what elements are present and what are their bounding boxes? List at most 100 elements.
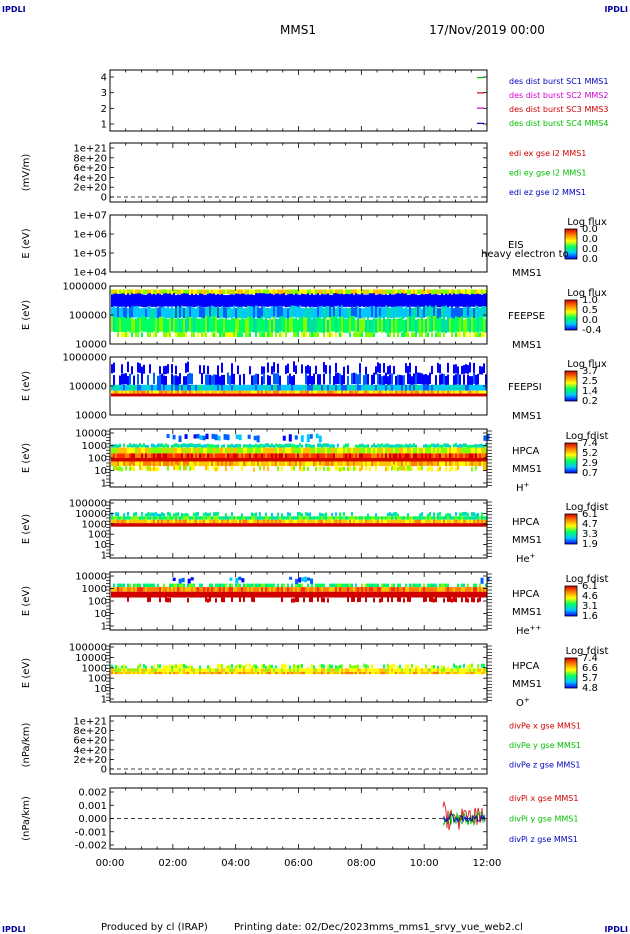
divpi-ytick-label: 0.000 [78,814,107,825]
edi-ytick-label: 2e+20 [73,183,107,194]
eis-ytick-label: 1e+05 [73,249,107,260]
feepse-spacecraft-label: MMS1 [512,340,542,351]
divpi-ytick-label: 0.001 [78,801,107,812]
panel-divpe-frame [109,715,488,775]
feepsi-cbar-title: Log flux [567,359,607,370]
divpi-ytick-label: -0.001 [75,827,107,838]
hpca_h-ytick-label: 100 [88,454,107,465]
hpca_hepp-colorbar [564,585,578,617]
panel-edi-ylabel: (mV/m) [21,154,32,192]
divpi-legend-entry: divPi y gse MMS1 [509,815,578,824]
edi-ytick-label: 0 [101,193,107,204]
divpe-ytick-label: 1e+21 [73,717,107,728]
divpi-series-0 [442,800,486,831]
eis-cbar-tick: 0.0 [582,224,598,235]
hpca_hepp-cbar-tick: 1.6 [582,611,598,622]
time-tick-label: 00:00 [96,858,125,869]
feepse-ytick-label: 1000000 [62,282,107,293]
panel-hpca_he-frame [109,499,488,559]
divpi-series-2 [442,813,486,825]
panels: 1 2 3 4 des dist burst SC1 MMS1 des dist burs… [21,69,609,852]
divpe-legend-entry: divPe z gse MMS1 [509,760,580,769]
eis-ytick-label: 1e+06 [73,230,107,241]
hpca_he-cbar-tick: 1.9 [582,539,598,550]
panel-hpca_he-ylabel: E (eV) [21,514,32,544]
hpca_hepp-spacecraft-label: MMS1 [512,607,542,618]
feepse-ytick-label: 10000 [75,340,107,351]
hpca_h-ytick-label: 10 [94,466,107,477]
hpca_h-spacecraft-label: MMS1 [512,464,542,475]
hpca_hepp-cbar-tick: 6.1 [582,581,598,592]
divpe-ytick-label: 4e+20 [73,745,107,756]
hpca_he-ytick-label: 10000 [75,509,107,520]
divpi-legend-entry: divPi x gse MMS1 [509,794,578,803]
footer-printing-date: Printing date: 02/Dec/2023 [234,922,369,933]
hpca_hepp-instrument-label: HPCA [512,589,540,600]
eis-spacecraft-label: MMS1 [512,268,542,279]
time-tick-label: 08:00 [347,858,376,869]
burst-legend-entry: des dist burst SC3 MMS3 [509,105,608,114]
time-tick-label: 04:00 [221,858,250,869]
footer-script-name: mms_mms1_srvy_vue_web2.cl [369,922,523,933]
burst-ytick-label: 3 [101,88,107,99]
burst-ytick-label: 4 [101,73,107,84]
hpca_o-species-label: O+ [516,696,530,709]
panel-burst-frame [109,69,488,132]
hpca_he-cbar-title: Log fdist [566,502,609,513]
eis-ytick-label: 1e+04 [73,268,107,279]
edi-ytick-label: 4e+20 [73,173,107,184]
edi-ytick-label: 8e+20 [73,153,107,164]
hpca_he-cbar-tick: 6.1 [582,509,598,520]
time-tick-label: 12:00 [473,858,502,869]
hpca_hepp-cbar-title: Log fdist [566,574,609,585]
feepse-cbar-tick: -0.4 [582,325,602,336]
eis-instrument-label: EIS [508,240,524,251]
hpca_he-ytick-label: 10 [94,540,107,551]
divpe-ytick-label: 8e+20 [73,726,107,737]
eis-cbar-title: Log flux [567,217,607,228]
corner-mark-bottom-left: IPDLI [2,925,26,934]
hpca_h-ytick-label: 1 [101,479,107,490]
hpca_o-cbar-tick: 4.8 [582,683,598,694]
panel-hpca_h-ylabel: E (eV) [21,443,32,473]
corner-mark-top-left: IPDLI [2,5,26,14]
feepsi-cbar-tick: 0.2 [582,396,598,407]
burst-legend-entry: des dist burst SC4 MMS4 [509,119,608,128]
burst-ytick-label: 1 [101,120,107,131]
burst-ytick-label: 2 [101,104,107,115]
hpca_o-ytick-label: 100000 [69,643,107,654]
edi-ytick-label: 6e+20 [73,163,107,174]
hpca_h-cbar-tick: 7.4 [582,438,598,449]
panel-divpe-ylabel: (nPa/km) [21,723,32,768]
plot-datetime: 17/Nov/2019 00:00 [429,23,545,37]
panel-edi-frame [109,142,488,203]
feepsi-colorbar [564,370,578,402]
panel-hpca_hepp-ylabel: E (eV) [21,586,32,616]
hpca_hepp-ytick-label: 1 [101,622,107,633]
divpe-legend-entry: divPe x gse MMS1 [509,722,581,731]
hpca_h-ytick-label: 1000 [82,441,107,452]
time-tick-label: 06:00 [284,858,313,869]
hpca_o-ytick-label: 1 [101,695,107,706]
hpca_he-species-label: He+ [516,552,536,565]
panel-feepse-ylabel: E (eV) [21,300,32,330]
panel-feepsi-ylabel: E (eV) [21,371,32,401]
eis-cbar-tick: 0.0 [582,234,598,245]
hpca_hepp-cbar-tick: 4.6 [582,591,598,602]
divpe-legend-entry: divPe y gse MMS1 [509,741,581,750]
panel-eis-frame [109,214,488,273]
divpe-ytick-label: 6e+20 [73,736,107,747]
hpca_he-ytick-label: 1000 [82,519,107,530]
hpca_h-ytick-label: 10000 [75,429,107,440]
hpca_hepp-ytick-label: 1000 [82,584,107,595]
hpca_o-spacecraft-label: MMS1 [512,679,542,690]
hpca_hepp-species-label: He++ [516,624,542,637]
feepse-colorbar [564,299,578,331]
mission-title: MMS1 [280,23,316,37]
